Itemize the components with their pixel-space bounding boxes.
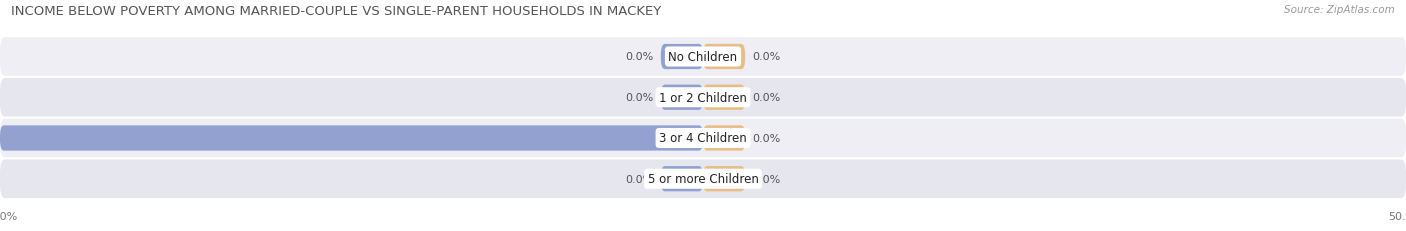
FancyBboxPatch shape (661, 45, 703, 70)
Text: 0.0%: 0.0% (752, 174, 780, 184)
Text: 0.0%: 0.0% (752, 133, 780, 143)
FancyBboxPatch shape (703, 126, 745, 151)
Text: 3 or 4 Children: 3 or 4 Children (659, 132, 747, 145)
Text: 5 or more Children: 5 or more Children (648, 173, 758, 185)
FancyBboxPatch shape (703, 85, 745, 110)
FancyBboxPatch shape (661, 85, 703, 110)
FancyBboxPatch shape (0, 126, 703, 151)
FancyBboxPatch shape (0, 119, 1406, 158)
Text: 0.0%: 0.0% (626, 52, 654, 62)
Text: Source: ZipAtlas.com: Source: ZipAtlas.com (1284, 5, 1395, 15)
Text: 0.0%: 0.0% (752, 93, 780, 103)
FancyBboxPatch shape (0, 79, 1406, 117)
Text: No Children: No Children (668, 51, 738, 64)
Text: 1 or 2 Children: 1 or 2 Children (659, 91, 747, 104)
FancyBboxPatch shape (703, 166, 745, 191)
FancyBboxPatch shape (0, 160, 1406, 198)
FancyBboxPatch shape (0, 38, 1406, 76)
Text: 0.0%: 0.0% (626, 174, 654, 184)
Text: 0.0%: 0.0% (626, 93, 654, 103)
Text: INCOME BELOW POVERTY AMONG MARRIED-COUPLE VS SINGLE-PARENT HOUSEHOLDS IN MACKEY: INCOME BELOW POVERTY AMONG MARRIED-COUPL… (11, 5, 661, 18)
FancyBboxPatch shape (661, 166, 703, 191)
Text: 0.0%: 0.0% (752, 52, 780, 62)
FancyBboxPatch shape (703, 45, 745, 70)
